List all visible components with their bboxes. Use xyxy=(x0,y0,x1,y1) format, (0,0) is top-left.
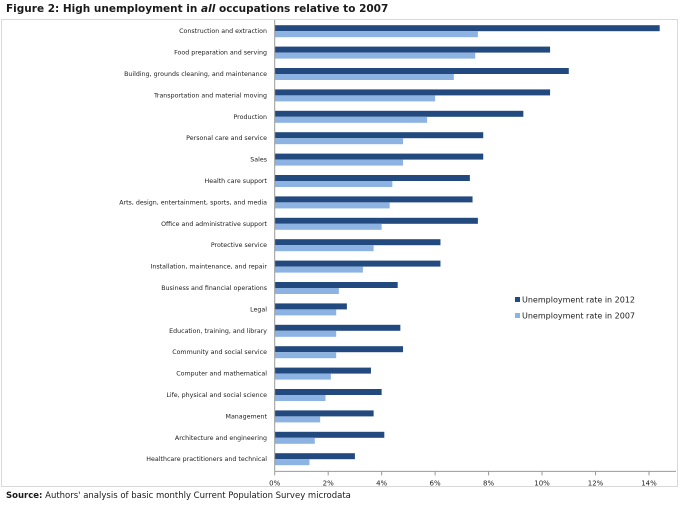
legend-swatch-2007 xyxy=(515,313,520,318)
category-label: Personal care and service xyxy=(186,135,267,142)
category-label: Production xyxy=(233,114,267,121)
bar-2007 xyxy=(274,116,428,123)
bar-2007 xyxy=(274,395,326,401)
category-label: Protective service xyxy=(211,242,267,249)
bar-2012 xyxy=(274,324,401,331)
category-label: Food preparation and serving xyxy=(174,50,267,57)
legend-label: Unemployment rate in 2007 xyxy=(522,312,635,321)
category-label: Transportation and material moving xyxy=(153,92,267,99)
x-tick-label: 10% xyxy=(534,479,550,487)
bar-2012 xyxy=(274,282,398,288)
bar-2012 xyxy=(274,410,374,417)
category-label: Life, physical and social science xyxy=(166,392,267,399)
category-label: Construction and extraction xyxy=(179,28,267,35)
source-note: Source: Authors' analysis of basic month… xyxy=(6,491,351,501)
bar-2007 xyxy=(274,159,404,166)
legend-label: Unemployment rate in 2012 xyxy=(522,296,635,305)
bar-2012 xyxy=(274,196,473,203)
x-tick-label: 0% xyxy=(269,479,280,487)
category-label: Architecture and engineering xyxy=(175,435,267,442)
bar-2007 xyxy=(274,74,454,80)
bar-2012 xyxy=(274,68,569,74)
source-text: Authors' analysis of basic monthly Curre… xyxy=(42,491,351,501)
bar-2012 xyxy=(274,389,382,395)
bar-2007 xyxy=(274,416,321,423)
category-label: Community and social service xyxy=(172,349,267,356)
category-label: Sales xyxy=(250,157,267,164)
bar-2012 xyxy=(274,175,470,181)
bar-2012 xyxy=(274,260,441,267)
title-text-end: occupations relative to 2007 xyxy=(215,3,389,15)
bar-2012 xyxy=(274,132,484,139)
bar-2012 xyxy=(274,431,385,438)
category-label: Computer and mathematical xyxy=(176,371,267,378)
category-label: Legal xyxy=(250,306,267,313)
bar-2012 xyxy=(274,346,404,353)
bar-2012 xyxy=(274,153,484,160)
category-label: Building, grounds cleaning, and maintena… xyxy=(124,71,267,78)
chart-title: Figure 2: High unemployment in all occup… xyxy=(6,3,388,15)
source-label: Source: xyxy=(6,491,43,501)
legend-swatch-2012 xyxy=(515,297,520,302)
bar-2007 xyxy=(274,330,337,337)
x-tick-label: 8% xyxy=(483,479,494,487)
category-label: Installation, maintenance, and repair xyxy=(150,264,267,271)
bar-2007 xyxy=(274,95,436,102)
title-emphasis: all xyxy=(201,3,216,15)
x-tick-label: 6% xyxy=(430,479,441,487)
category-label: Health care support xyxy=(204,178,267,185)
bar-2007 xyxy=(274,437,315,444)
bar-2012 xyxy=(274,217,478,224)
category-label: Office and administrative support xyxy=(161,221,267,228)
category-label: Education, training, and library xyxy=(169,328,267,335)
bar-2007 xyxy=(274,138,404,145)
bar-2007 xyxy=(274,31,478,38)
bar-2012 xyxy=(274,89,551,96)
bar-2007 xyxy=(274,288,339,294)
bar-2007 xyxy=(274,352,337,359)
bar-2007 xyxy=(274,266,363,273)
bar-2012 xyxy=(274,303,347,310)
bar-2012 xyxy=(274,46,551,53)
bar-2012 xyxy=(274,110,524,117)
x-tick-label: 12% xyxy=(588,479,604,487)
title-text: Figure 2: High unemployment in xyxy=(6,3,202,15)
x-tick-label: 2% xyxy=(323,479,334,487)
bar-2007 xyxy=(274,52,476,59)
bar-2007 xyxy=(274,245,374,252)
x-tick-label: 14% xyxy=(641,479,657,487)
bar-2007 xyxy=(274,309,337,316)
bar-2007 xyxy=(274,373,331,380)
bar-2007 xyxy=(274,223,382,230)
bar-2012 xyxy=(274,367,371,374)
chart-frame xyxy=(1,19,678,487)
bar-2012 xyxy=(274,239,441,246)
bar-2012 xyxy=(274,25,660,32)
category-label: Management xyxy=(226,413,268,420)
bar-2012 xyxy=(274,453,355,460)
category-label: Healthcare practitioners and technical xyxy=(146,456,267,463)
x-tick-label: 4% xyxy=(376,479,387,487)
bar-2007 xyxy=(274,459,310,466)
bar-2007 xyxy=(274,181,393,187)
category-label: Business and financial operations xyxy=(161,285,267,292)
category-label: Arts, design, entertainment, sports, and… xyxy=(119,199,267,206)
bar-2007 xyxy=(274,202,390,209)
